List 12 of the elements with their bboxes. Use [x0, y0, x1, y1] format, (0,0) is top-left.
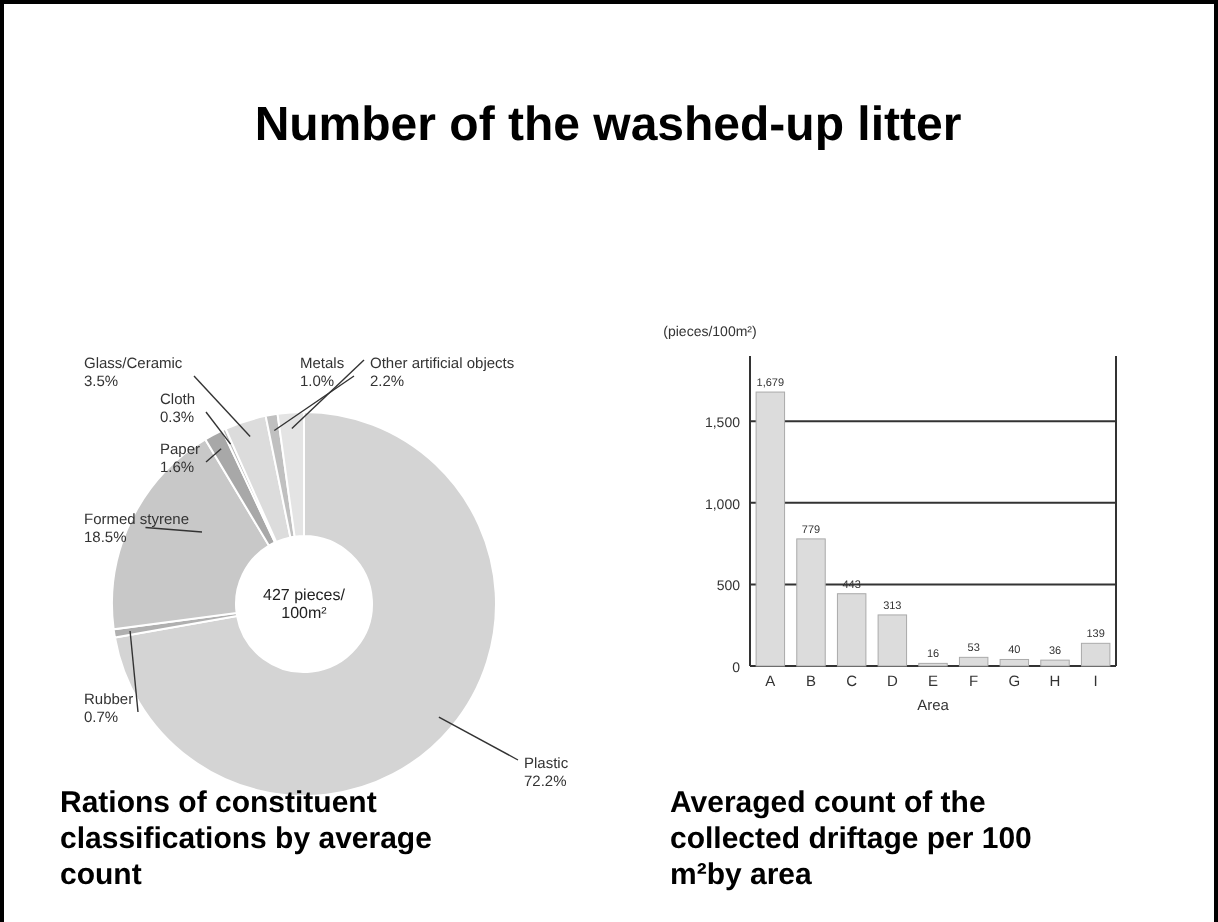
text: Rations of constituent classifications by average count — [60, 786, 432, 892]
bar — [796, 538, 826, 667]
bar — [1040, 659, 1070, 667]
text: Number of the washed-up litter — [254, 98, 962, 152]
bar — [877, 614, 908, 667]
text: 427 pieces/ 100m² — [263, 586, 347, 622]
bar — [1080, 642, 1111, 667]
bar — [755, 391, 786, 667]
bar — [999, 658, 1030, 667]
bar — [958, 656, 989, 667]
bar — [836, 593, 867, 667]
text: Averaged count of the collected driftage per 100 m²by area — [670, 786, 1032, 892]
